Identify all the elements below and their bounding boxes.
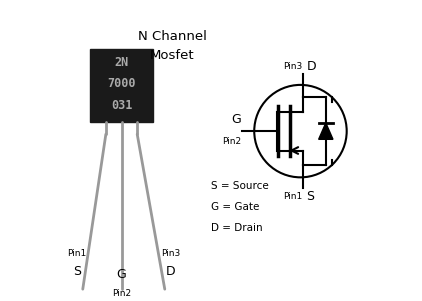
- Text: D: D: [166, 265, 176, 278]
- Text: 2N: 2N: [114, 56, 129, 69]
- Text: S: S: [306, 190, 314, 203]
- Text: G: G: [116, 268, 127, 281]
- Text: Pin3: Pin3: [161, 249, 180, 258]
- Text: S = Source: S = Source: [211, 181, 269, 191]
- Text: Pin1: Pin1: [283, 192, 302, 201]
- Text: G: G: [231, 113, 241, 126]
- Text: Pin3: Pin3: [283, 63, 302, 72]
- Text: D: D: [306, 61, 316, 73]
- Text: N Channel
Mosfet: N Channel Mosfet: [138, 30, 207, 62]
- Text: G = Gate: G = Gate: [211, 202, 260, 212]
- Bar: [90, 49, 153, 122]
- Text: 7000: 7000: [107, 77, 136, 91]
- Text: S: S: [73, 265, 81, 278]
- Polygon shape: [319, 123, 333, 139]
- Text: Pin1: Pin1: [67, 249, 87, 258]
- Text: 031: 031: [111, 99, 132, 112]
- Text: Pin2: Pin2: [222, 137, 241, 146]
- Text: Pin2: Pin2: [112, 289, 131, 298]
- Text: D = Drain: D = Drain: [211, 223, 262, 233]
